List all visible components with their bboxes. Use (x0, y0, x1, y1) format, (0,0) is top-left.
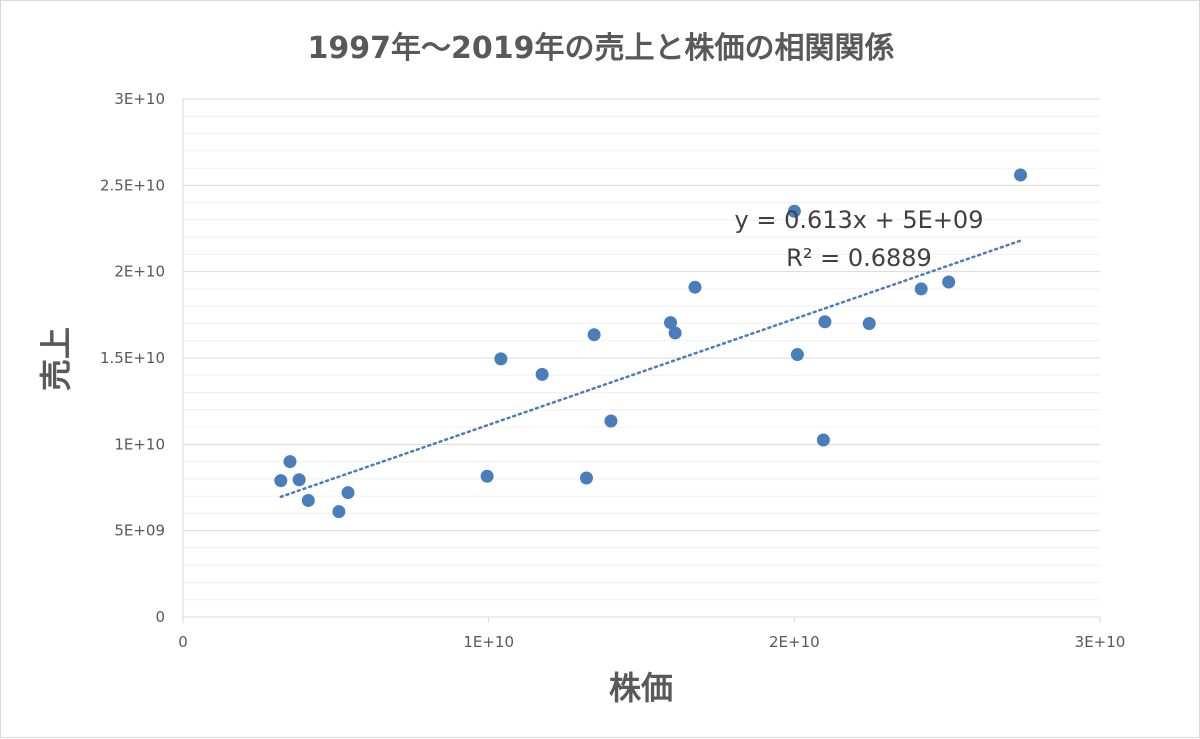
data-point (579, 471, 593, 485)
data-point (283, 455, 297, 469)
data-points (274, 168, 1028, 519)
axes (182, 99, 1101, 623)
data-point (818, 315, 832, 329)
data-point (942, 275, 956, 289)
data-point (341, 486, 355, 500)
data-point (862, 316, 876, 330)
data-point (332, 505, 346, 519)
chart-title: 1997年～2019年の売上と株価の相関関係 (308, 31, 895, 66)
x-tick-label: 1E+10 (463, 633, 514, 651)
y-tick-label: 0 (155, 608, 165, 626)
data-point (816, 433, 830, 447)
trendline-r2: R² = 0.6889 (786, 244, 932, 272)
data-point (274, 474, 288, 488)
y-tick-label: 1.5E+10 (100, 349, 165, 367)
data-point (604, 414, 618, 428)
y-tick-label: 3E+10 (114, 90, 165, 108)
x-tick-label: 3E+10 (1075, 633, 1126, 651)
x-tick-label: 2E+10 (769, 633, 820, 651)
trendline (279, 239, 1022, 499)
data-point (790, 348, 804, 362)
y-axis-title: 売上 (37, 327, 75, 391)
data-point (668, 326, 682, 340)
data-point (292, 473, 306, 487)
y-tick-label: 1E+10 (114, 435, 165, 453)
data-point (535, 367, 549, 381)
y-tick-label: 5E+09 (114, 522, 165, 540)
y-tick-label: 2.5E+10 (100, 176, 165, 194)
data-point (914, 282, 928, 296)
data-point (480, 469, 494, 483)
x-tick-label: 0 (178, 633, 188, 651)
grid (183, 98, 1100, 601)
data-point (301, 493, 315, 507)
tick-labels: 0 5E+09 1E+10 1.5E+10 2E+10 2.5E+10 3E+10 0 1E+1… (100, 90, 1125, 651)
data-point (688, 280, 702, 294)
data-point (664, 316, 678, 330)
x-axis-title: 株価 (609, 669, 673, 707)
data-point (1014, 168, 1028, 182)
y-tick-label: 2E+10 (114, 263, 165, 281)
data-point (587, 328, 601, 342)
data-point (787, 204, 801, 218)
trendline-equation: y = 0.613x + 5E+09 (735, 206, 984, 234)
data-point (494, 352, 508, 366)
